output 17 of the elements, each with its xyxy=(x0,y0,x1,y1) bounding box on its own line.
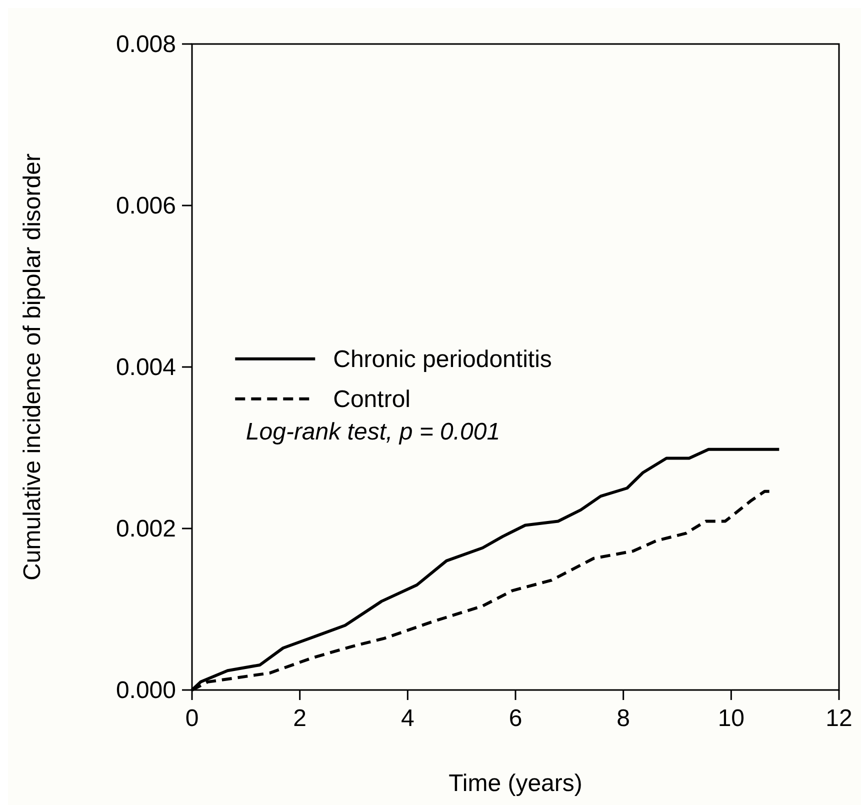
legend-label: Chronic periodontitis xyxy=(333,346,552,373)
x-tick-label: 8 xyxy=(616,705,630,732)
y-tick-label: 0.008 xyxy=(116,31,176,58)
y-tick-label: 0.002 xyxy=(116,516,176,542)
x-tick-label: 4 xyxy=(400,705,414,732)
y-tick-label: 0.004 xyxy=(116,354,176,381)
y-axis-title: Cumulative incidence of bipolar disorder xyxy=(19,154,46,580)
x-axis-title: Time (years) xyxy=(448,770,582,797)
x-tick-label: 12 xyxy=(826,705,852,732)
x-tick-label: 6 xyxy=(508,705,522,732)
x-tick-label: 10 xyxy=(718,705,745,732)
x-tick-label: 0 xyxy=(185,705,199,732)
y-tick-label: 0.006 xyxy=(116,192,176,220)
x-tick-label: 2 xyxy=(293,705,307,732)
y-tick-label: 0.000 xyxy=(116,677,176,704)
annotation: Log-rank test, p = 0.001 xyxy=(246,418,500,446)
legend-label: Control xyxy=(333,386,411,413)
